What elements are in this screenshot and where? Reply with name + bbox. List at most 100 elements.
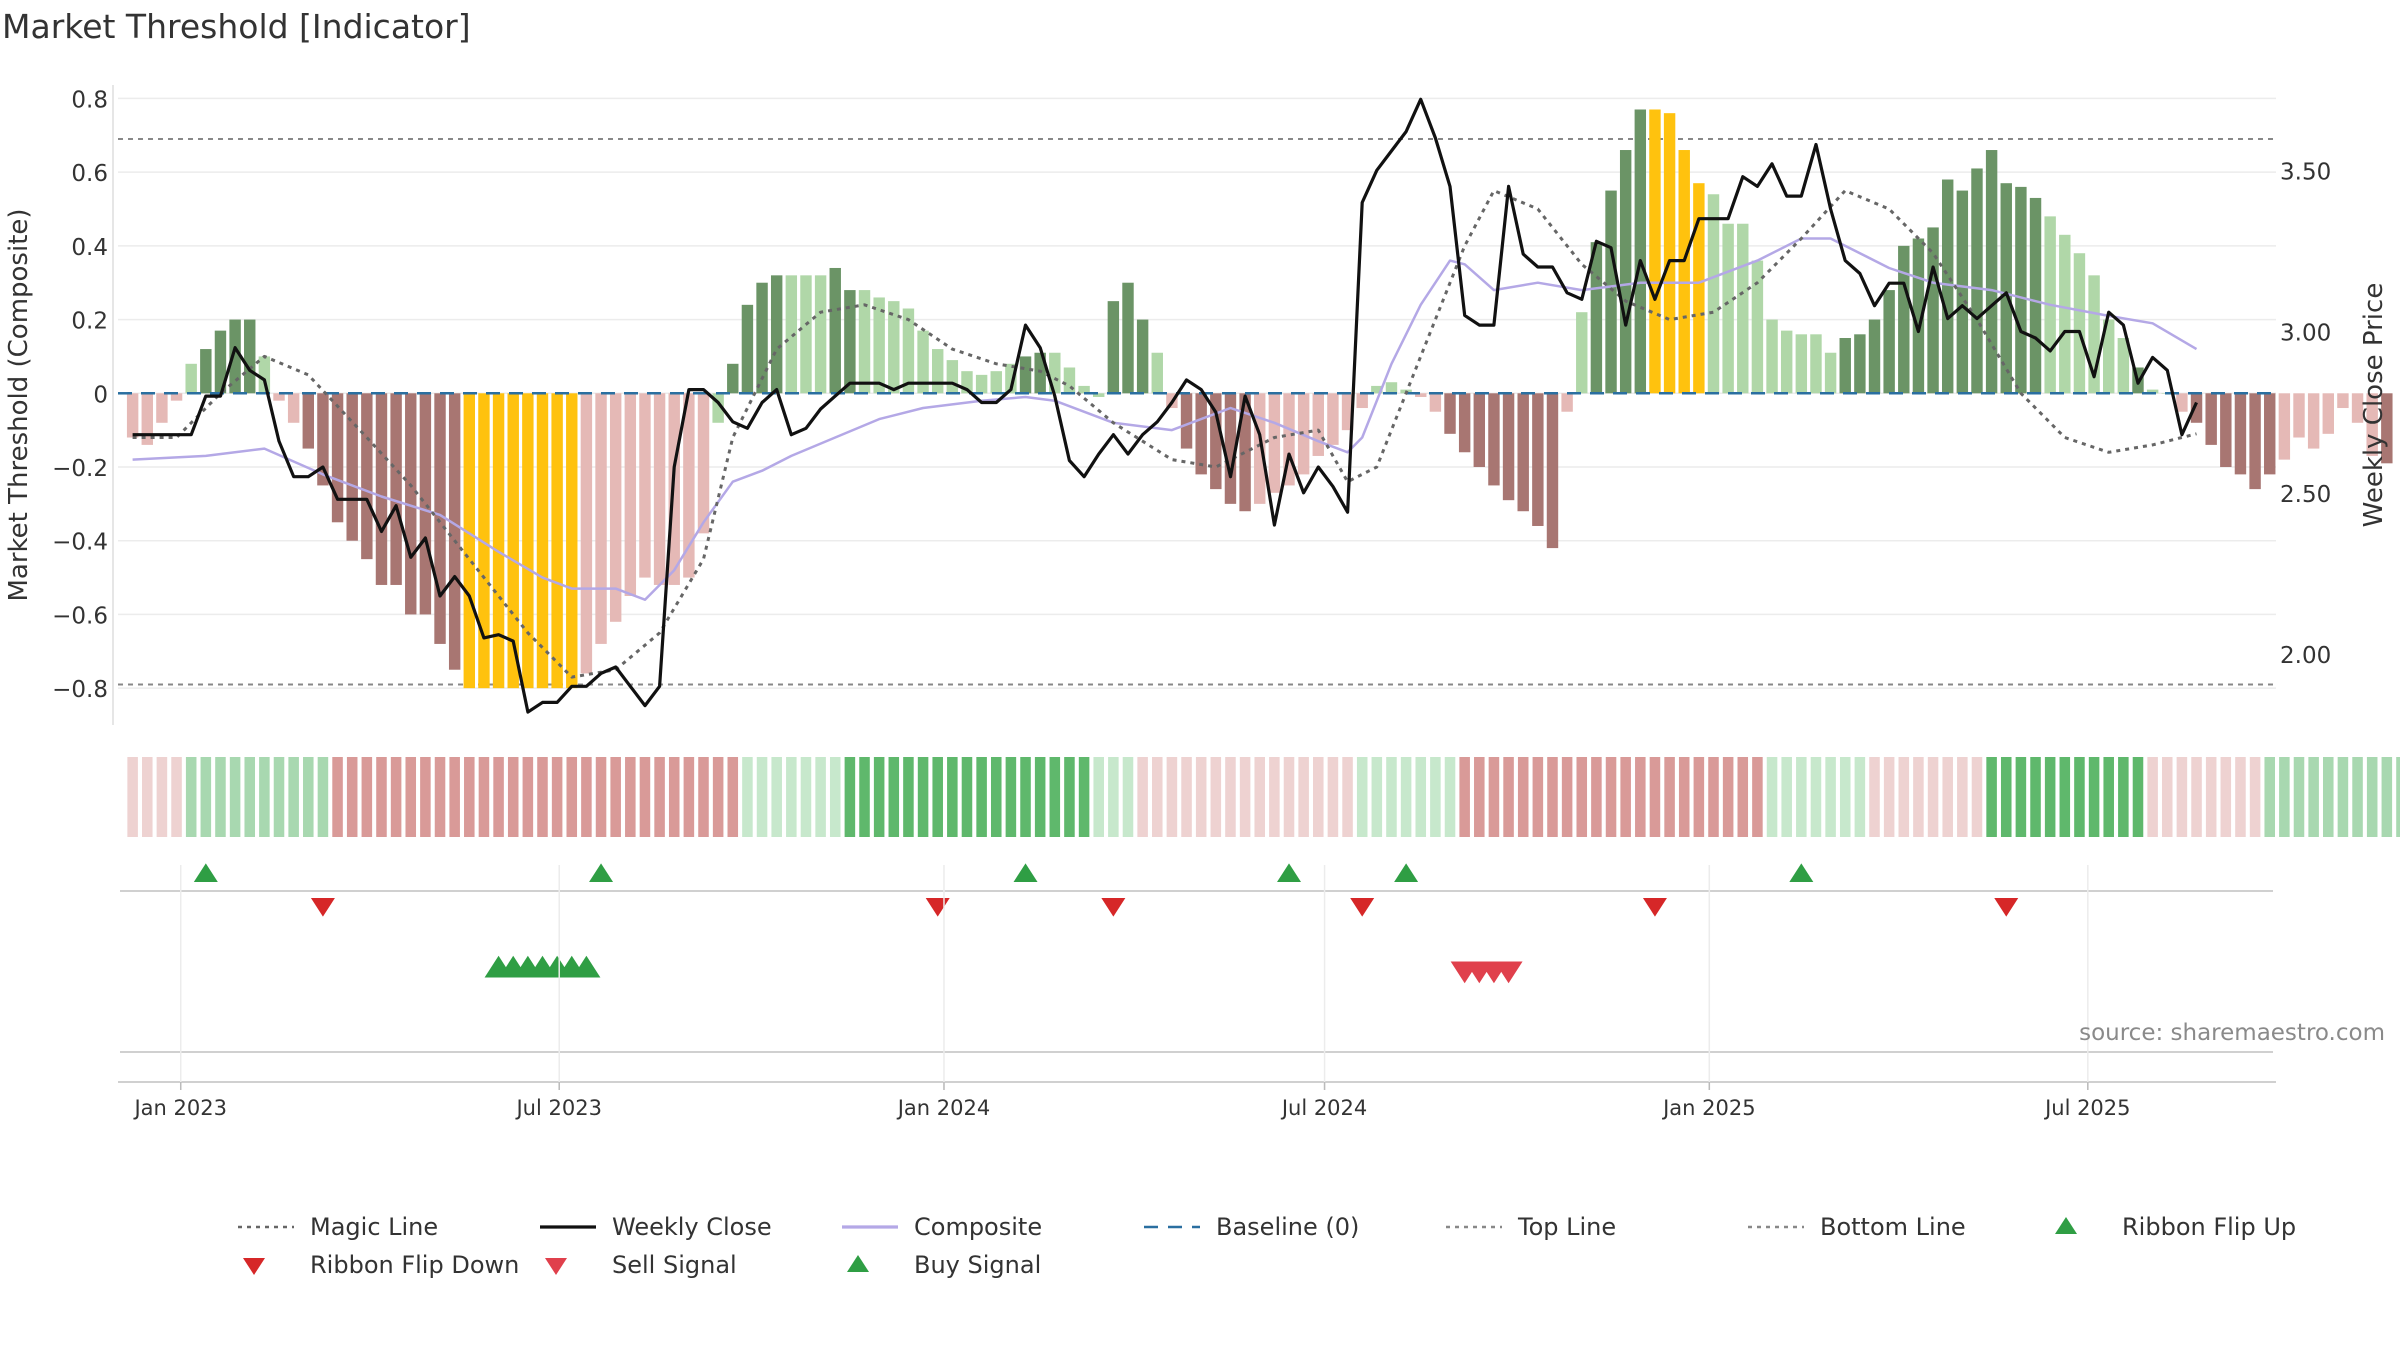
composite-bar bbox=[873, 297, 885, 394]
composite-bar bbox=[2073, 253, 2086, 394]
ribbon-cell bbox=[1825, 757, 1836, 837]
ribbon-cell bbox=[1108, 757, 1119, 837]
composite-bar bbox=[1034, 352, 1046, 394]
sell-signal-marker bbox=[1494, 961, 1523, 984]
composite-bar bbox=[2381, 393, 2393, 464]
ribbon-cell bbox=[1342, 757, 1353, 837]
ribbon-cell bbox=[303, 757, 314, 837]
ribbon-cell bbox=[1386, 757, 1397, 837]
ribbon-cell bbox=[507, 757, 519, 837]
composite-bar bbox=[2278, 393, 2291, 460]
composite-bar bbox=[1868, 319, 1881, 394]
ribbon-cell bbox=[464, 757, 475, 837]
ribbon-cell bbox=[288, 757, 299, 837]
ribbon-cell bbox=[2337, 757, 2349, 837]
composite-bar bbox=[932, 349, 944, 394]
ribbon-cell bbox=[815, 757, 826, 837]
composite-bar bbox=[1063, 367, 1076, 394]
ribbon-cell bbox=[844, 757, 856, 837]
ribbon-flip-down-marker bbox=[1994, 898, 2019, 917]
ribbon-cell bbox=[493, 757, 504, 837]
ribbon-cell bbox=[1474, 757, 1485, 837]
ribbon-cell bbox=[976, 757, 987, 837]
ribbon-flip-up-marker bbox=[1013, 863, 1038, 882]
ribbon-cell bbox=[2015, 757, 2027, 837]
ribbon-cell bbox=[1913, 757, 1924, 837]
composite-bar bbox=[580, 393, 593, 674]
composite-bar bbox=[2234, 393, 2247, 475]
composite-bar bbox=[756, 282, 768, 394]
composite-bar bbox=[1078, 385, 1090, 394]
ribbon-flip-up-marker bbox=[1789, 863, 1814, 882]
source-note: source: sharemaestro.com bbox=[2079, 1020, 2385, 1046]
composite-bar bbox=[361, 393, 373, 560]
composite-bar bbox=[1312, 393, 1324, 456]
composite-bar bbox=[946, 360, 959, 394]
legend-swatch-triangle-up bbox=[847, 1255, 869, 1272]
ribbon-cell bbox=[654, 757, 665, 837]
composite-bar bbox=[317, 393, 329, 486]
composite-bar bbox=[1795, 334, 1808, 394]
ribbon-cell bbox=[961, 757, 973, 837]
composite-bar bbox=[141, 393, 153, 445]
composite-bar bbox=[2059, 234, 2071, 394]
ribbon-cell bbox=[215, 757, 226, 837]
ribbon-cell bbox=[522, 757, 534, 837]
composite-bar bbox=[1385, 382, 1398, 394]
ribbon-flip-down-marker bbox=[1101, 898, 1126, 917]
ribbon-cell bbox=[142, 757, 153, 837]
ribbon-cell bbox=[405, 757, 417, 837]
composite-bar bbox=[639, 393, 651, 578]
legend-swatch-triangle-down bbox=[545, 1258, 567, 1275]
composite-bar bbox=[697, 393, 710, 534]
composite-bar bbox=[624, 393, 637, 596]
ribbon-cell bbox=[1605, 757, 1617, 837]
ribbon-cell bbox=[1005, 757, 1017, 837]
composite-bar bbox=[844, 290, 856, 394]
composite-bar bbox=[961, 371, 973, 394]
composite-bar bbox=[1458, 393, 1471, 453]
composite-bar bbox=[814, 275, 827, 394]
composite-bar bbox=[653, 393, 666, 585]
composite-bar bbox=[1839, 338, 1851, 394]
ribbon-cell bbox=[2323, 757, 2334, 837]
ribbon-cell bbox=[1971, 757, 1983, 837]
ribbon-cell bbox=[786, 757, 797, 837]
composite-bar bbox=[1444, 393, 1456, 434]
ribbon-cell bbox=[932, 757, 943, 837]
ribbon-cell bbox=[171, 757, 182, 837]
y2-tick-label: 2.00 bbox=[2280, 643, 2331, 669]
ribbon-cell bbox=[668, 757, 680, 837]
composite-bar bbox=[1546, 393, 1559, 549]
ribbon-cell bbox=[2191, 757, 2202, 837]
legend-label: Composite bbox=[914, 1213, 1042, 1241]
ribbon-flip-up-marker bbox=[193, 863, 218, 882]
composite-bar bbox=[1810, 334, 1822, 394]
legend-label: Sell Signal bbox=[612, 1251, 737, 1279]
ribbon-cell bbox=[244, 757, 256, 837]
legend-item: Buy Signal bbox=[847, 1251, 1041, 1279]
composite-bar bbox=[1590, 242, 1603, 394]
ribbon-cell bbox=[917, 757, 929, 837]
ribbon-cell bbox=[2293, 757, 2305, 837]
legend-label: Magic Line bbox=[310, 1213, 438, 1241]
composite-bar bbox=[2264, 393, 2276, 475]
y-tick-label: 0.4 bbox=[71, 235, 108, 261]
markers-panel bbox=[120, 863, 2273, 1053]
composite-bar bbox=[902, 308, 915, 394]
composite-bar bbox=[1210, 393, 1222, 490]
ribbon-cell bbox=[1986, 757, 1997, 837]
composite-bar bbox=[1049, 352, 1061, 394]
composite-bar bbox=[1224, 393, 1237, 504]
composite-bar bbox=[1327, 393, 1339, 445]
ribbon-cell bbox=[771, 757, 782, 837]
composite-bar bbox=[1707, 194, 1720, 394]
composite-bar bbox=[1576, 312, 1588, 394]
composite-bar bbox=[1766, 319, 1778, 394]
legend-item: Sell Signal bbox=[545, 1251, 737, 1279]
composite-bar bbox=[448, 393, 461, 670]
series-line-magic-line bbox=[132, 189, 2197, 679]
composite-bar bbox=[1693, 183, 1705, 394]
x-tick-label: Jan 2025 bbox=[1661, 1096, 1756, 1120]
composite-bar bbox=[770, 275, 783, 394]
